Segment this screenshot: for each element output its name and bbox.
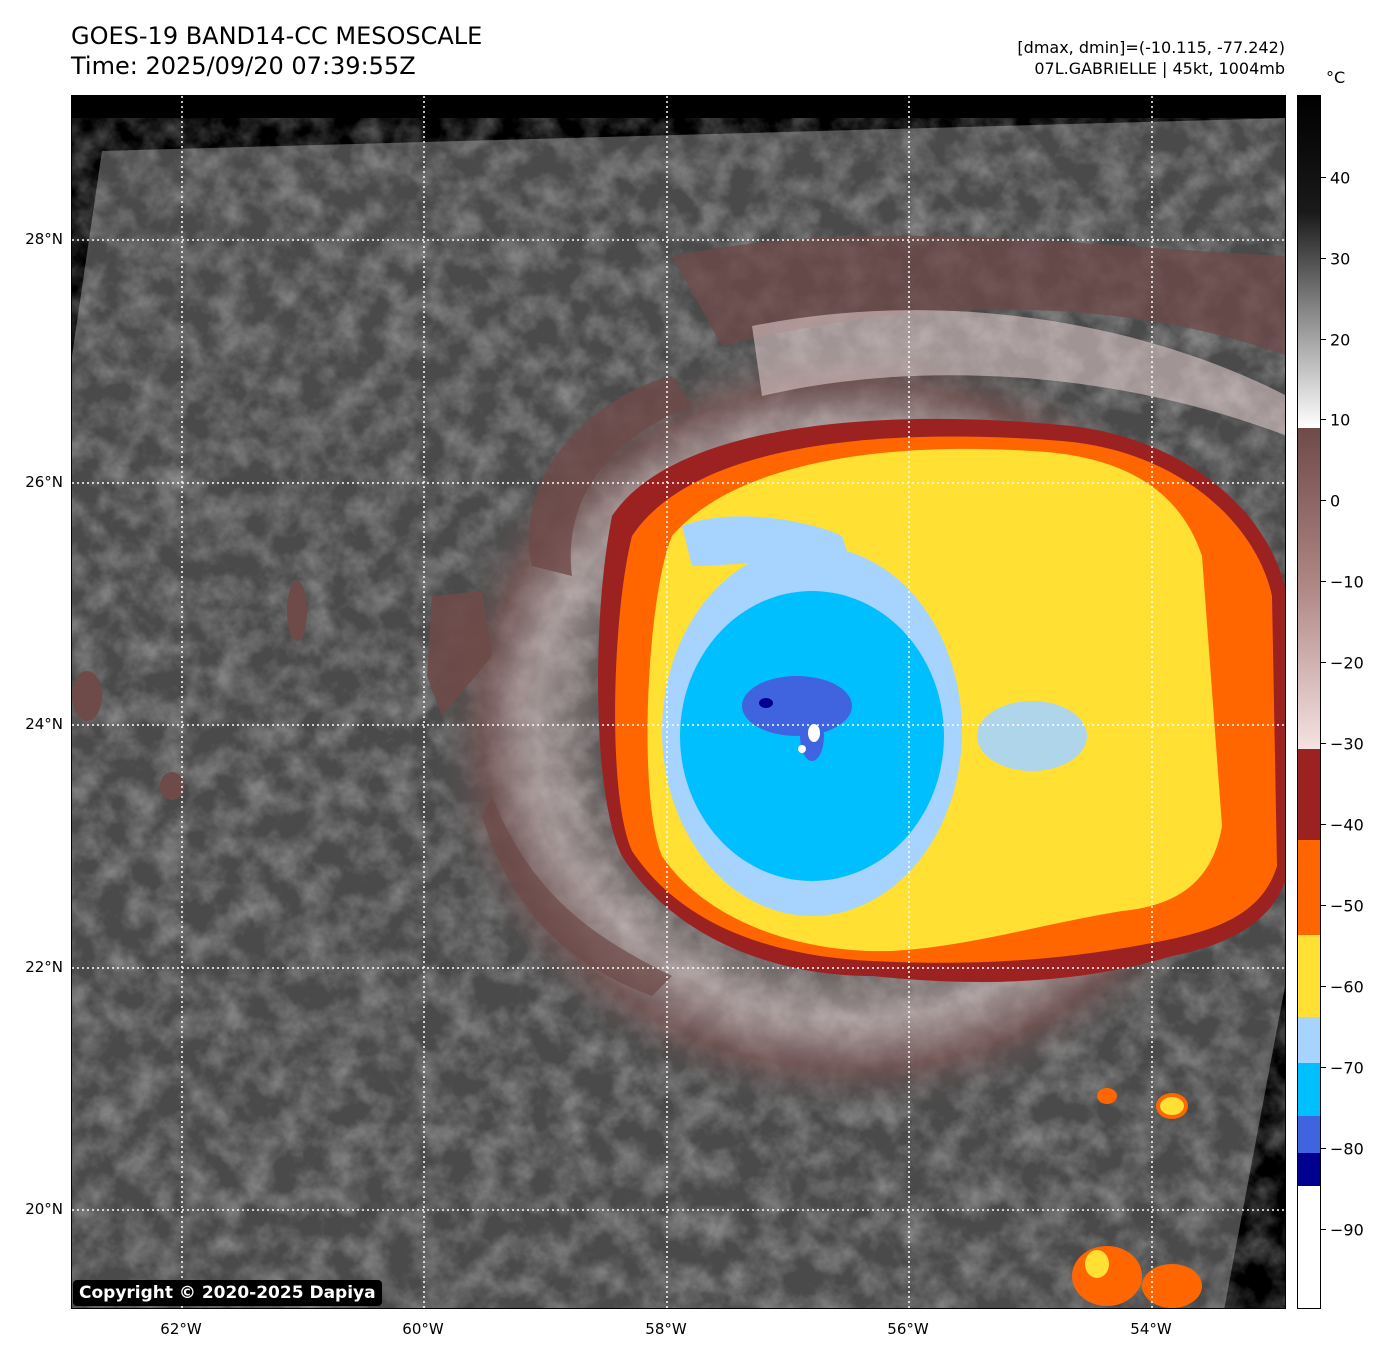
colorbar-tick (1321, 905, 1326, 906)
colorbar-label: −70 (1330, 1058, 1364, 1078)
lat-label-28n: 28°N (25, 230, 63, 248)
small-cell-west-1 (287, 581, 307, 641)
convective-cell-4 (1142, 1264, 1202, 1308)
lon-label-58w: 58°W (645, 1320, 687, 1338)
very-cold-blue (742, 676, 852, 736)
colorbar-tick (1321, 824, 1326, 825)
colorbar-label: 30 (1330, 249, 1351, 269)
coldest-white (808, 724, 820, 742)
cold-patch-east (977, 701, 1087, 771)
colorbar-label: 0 (1330, 491, 1341, 511)
colorbar-label: −10 (1330, 572, 1364, 592)
convective-cell-3 (1072, 1246, 1142, 1306)
satellite-image-svg (72, 96, 1285, 1308)
convective-cell-5 (1085, 1250, 1109, 1278)
colorbar-unit: °C (1326, 68, 1346, 87)
colorbar-tick (1321, 1148, 1326, 1149)
coldest-navy (759, 698, 773, 708)
copyright-badge: Copyright © 2020-2025 Dapiya (73, 1280, 382, 1306)
colorbar-segment-brown (1298, 428, 1320, 749)
colorbar-label: −40 (1330, 815, 1364, 835)
colorbar-tick (1321, 258, 1326, 259)
colorbar-tick (1321, 743, 1326, 744)
colorbar-tick (1321, 500, 1326, 501)
colorbar-segment-white (1298, 1186, 1320, 1308)
colorbar-tick (1321, 339, 1326, 340)
colorbar-label: −90 (1330, 1220, 1364, 1240)
colorbar-segment-dark-red (1298, 749, 1320, 840)
colorbar-label: −60 (1330, 977, 1364, 997)
colorbar-segment-gray (1298, 96, 1320, 428)
coldest-white-2 (798, 745, 806, 753)
west-band-patch (427, 591, 492, 716)
northern-band (672, 235, 1285, 356)
colorbar-tick (1321, 177, 1326, 178)
colorbar-tick (1321, 662, 1326, 663)
southwest-band (482, 796, 672, 996)
storm-info-text: 07L.GABRIELLE | 45kt, 1004mb (1034, 59, 1285, 78)
colorbar-label: −20 (1330, 653, 1364, 673)
lon-label-54w: 54°W (1130, 1320, 1172, 1338)
satellite-image (71, 95, 1286, 1309)
lat-label-22n: 22°N (25, 958, 63, 976)
lon-label-62w: 62°W (160, 1320, 202, 1338)
colorbar-tick (1321, 419, 1326, 420)
colorbar-label: 20 (1330, 330, 1351, 350)
chart-time: Time: 2025/09/20 07:39:55Z (71, 52, 416, 80)
colorbar-tick (1321, 986, 1326, 987)
colorbar-label: −50 (1330, 896, 1364, 916)
colorbar-segment-royal-blue (1298, 1116, 1320, 1153)
colorbar (1297, 95, 1321, 1309)
lat-label-20n: 20°N (25, 1200, 63, 1218)
lat-label-24n: 24°N (25, 715, 63, 733)
gridlines (72, 96, 1285, 1308)
colorbar-label: −80 (1330, 1139, 1364, 1159)
colorbar-segment-orange (1298, 840, 1320, 935)
colorbar-label: 10 (1330, 410, 1351, 430)
small-cell-west-3 (72, 671, 102, 721)
data-range-text: [dmax, dmin]=(-10.115, -77.242) (1017, 38, 1285, 57)
colorbar-label: 40 (1330, 168, 1351, 188)
colorbar-label: −30 (1330, 734, 1364, 754)
colorbar-segment-cyan (1298, 1063, 1320, 1116)
colorbar-segment-navy (1298, 1153, 1320, 1186)
colorbar-tick (1321, 1229, 1326, 1230)
colorbar-segment-light-blue (1298, 1017, 1320, 1063)
chart-title: GOES-19 BAND14-CC MESOSCALE (71, 22, 483, 50)
small-cell-west-2 (160, 772, 184, 800)
lat-label-26n: 26°N (25, 473, 63, 491)
northern-band-pink (752, 310, 1285, 436)
colorbar-segment-yellow (1298, 935, 1320, 1017)
colorbar-svg (1298, 96, 1320, 1308)
colorbar-tick (1321, 581, 1326, 582)
lon-label-56w: 56°W (887, 1320, 929, 1338)
west-band (528, 376, 692, 576)
lon-label-60w: 60°W (402, 1320, 444, 1338)
colorbar-tick (1321, 1067, 1326, 1068)
convective-cell-2 (1156, 1093, 1188, 1119)
convective-cell-1 (1097, 1088, 1117, 1104)
